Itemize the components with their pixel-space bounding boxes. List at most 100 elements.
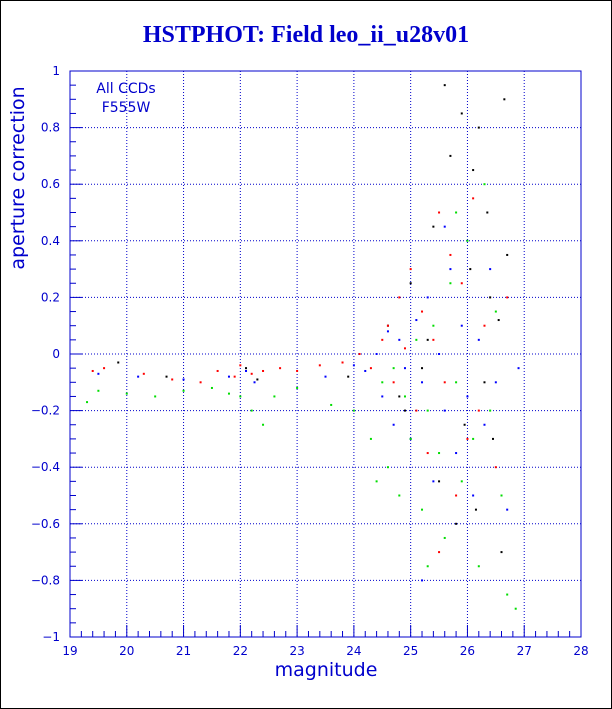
data-point (506, 296, 509, 299)
data-point (466, 437, 469, 440)
data-point (239, 364, 242, 367)
axis-ticks (69, 70, 582, 638)
data-point (392, 423, 395, 426)
data-point (381, 395, 384, 398)
data-point (165, 375, 168, 378)
data-point (117, 361, 120, 364)
data-point (256, 378, 259, 381)
y-tick-labels: −1 −0.8 −0.6 −0.4 −0.2 0 0.2 0.4 0.6 0.8 1 (31, 64, 60, 644)
data-point (426, 296, 429, 299)
data-point (421, 579, 424, 582)
data-point (245, 369, 248, 372)
x-axis-label: magnitude (275, 659, 378, 681)
data-point (455, 522, 458, 525)
data-point (296, 386, 299, 389)
x-tick-label: 21 (176, 644, 191, 658)
data-point (438, 551, 441, 554)
data-point (517, 367, 520, 370)
data-point (330, 403, 333, 406)
data-point (432, 225, 435, 228)
data-point (352, 364, 355, 367)
data-point (426, 565, 429, 568)
data-point (233, 375, 236, 378)
series-0 (117, 84, 509, 554)
data-point (103, 367, 106, 370)
data-point (500, 551, 503, 554)
data-point (463, 423, 466, 426)
y-tick-label: 0.2 (41, 290, 60, 304)
y-tick-label: −1 (42, 630, 60, 644)
data-point (386, 330, 389, 333)
data-point (438, 480, 441, 483)
data-point (483, 381, 486, 384)
data-point (494, 310, 497, 313)
data-point (477, 126, 480, 129)
data-point (415, 338, 418, 341)
data-point (438, 211, 441, 214)
data-point (398, 395, 401, 398)
y-tick-label: −0.8 (31, 573, 60, 587)
data-point (449, 268, 452, 271)
data-point (409, 268, 412, 271)
data-point (455, 211, 458, 214)
data-point (341, 361, 344, 364)
data-point (432, 324, 435, 327)
data-point (375, 480, 378, 483)
data-point (494, 466, 497, 469)
data-point (137, 375, 140, 378)
y-tick-label: −0.4 (31, 460, 60, 474)
annotation-all-ccds: All CCDs (96, 81, 155, 97)
data-point (403, 347, 406, 350)
data-point (358, 353, 361, 355)
data-point (477, 338, 480, 341)
data-point (486, 211, 489, 214)
grid-lines (70, 71, 581, 637)
data-point (125, 392, 128, 395)
data-point (472, 437, 475, 440)
data-point (443, 409, 446, 412)
x-tick-label: 20 (119, 644, 134, 658)
data-point (97, 372, 100, 375)
data-point (415, 319, 418, 322)
data-point (426, 409, 429, 412)
data-point (455, 452, 458, 455)
data-point (506, 253, 509, 256)
series-2 (97, 225, 520, 582)
y-tick-label: −0.6 (31, 517, 60, 531)
y-tick-label: 0.6 (41, 177, 60, 191)
data-point (199, 381, 202, 384)
data-point (347, 375, 350, 378)
data-point (273, 395, 276, 398)
data-point (86, 401, 89, 404)
data-point (469, 268, 472, 271)
data-point (262, 369, 265, 372)
data-point (386, 324, 389, 327)
series-3 (86, 183, 517, 610)
x-tick-label: 28 (573, 644, 588, 658)
data-point (409, 437, 412, 440)
data-point (432, 338, 435, 341)
data-point (415, 409, 418, 412)
data-point (245, 367, 248, 370)
data-point (142, 372, 145, 375)
data-point (494, 381, 497, 384)
data-point (97, 389, 100, 392)
data-point (472, 169, 475, 172)
data-point (438, 353, 441, 355)
data-point (386, 466, 389, 469)
data-point (474, 508, 477, 511)
data-point (227, 392, 230, 395)
data-point (210, 386, 213, 389)
data-point (483, 183, 486, 186)
data-point (432, 480, 435, 483)
data-point (381, 381, 384, 384)
data-point (466, 395, 469, 398)
data-point (398, 338, 401, 341)
x-tick-label: 25 (403, 644, 418, 658)
y-tick-label: 0.8 (41, 121, 60, 135)
data-point (460, 282, 463, 285)
data-point (375, 353, 378, 355)
data-point (421, 508, 424, 511)
x-tick-label: 23 (289, 644, 304, 658)
data-point (460, 112, 463, 115)
